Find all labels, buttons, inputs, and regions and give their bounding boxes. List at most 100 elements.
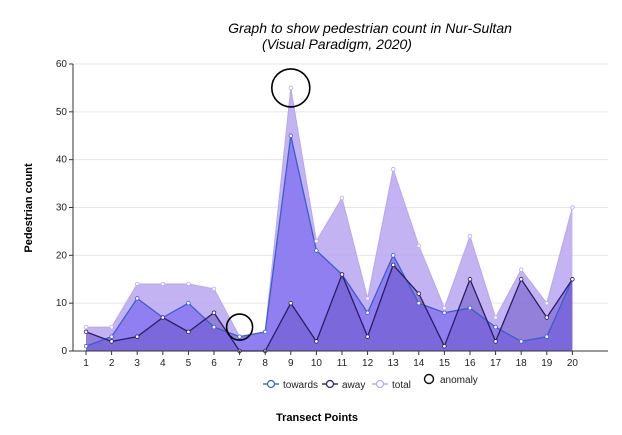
point-towards bbox=[416, 300, 421, 306]
x-axis-label: Transect Points bbox=[276, 412, 358, 424]
point-total bbox=[339, 195, 345, 201]
point-total bbox=[134, 281, 140, 287]
legend-marker-away bbox=[325, 379, 335, 389]
point-total bbox=[83, 324, 89, 330]
point-total bbox=[391, 167, 396, 172]
point-away bbox=[288, 300, 293, 306]
legend-label-away: away bbox=[342, 380, 365, 391]
point-total bbox=[544, 300, 549, 306]
x-tick-label: 6 bbox=[211, 358, 217, 369]
point-total bbox=[467, 233, 473, 239]
y-tick-label: 40 bbox=[56, 155, 68, 166]
x-tick-label: 13 bbox=[388, 358, 400, 369]
point-away bbox=[109, 339, 114, 344]
point-towards bbox=[263, 329, 268, 335]
point-total bbox=[160, 281, 165, 287]
line-towards bbox=[85, 135, 573, 347]
series-lines bbox=[85, 87, 573, 352]
point-total bbox=[365, 296, 370, 301]
x-tick-label: 15 bbox=[439, 358, 451, 369]
anomaly-markers bbox=[225, 68, 311, 341]
x-tick-label: 1 bbox=[83, 358, 89, 369]
point-towards bbox=[288, 133, 293, 138]
point-total bbox=[314, 238, 319, 244]
x-tick-label: 5 bbox=[186, 358, 192, 369]
point-total bbox=[211, 286, 217, 292]
point-away bbox=[83, 329, 89, 335]
y-axis-label: Pedestrian count bbox=[23, 163, 35, 253]
y-tick-label: 50 bbox=[56, 107, 68, 118]
point-towards bbox=[134, 296, 140, 301]
y-tick-label: 0 bbox=[61, 346, 67, 357]
x-tick-label: 19 bbox=[541, 358, 553, 369]
point-away bbox=[416, 291, 421, 296]
point-away bbox=[519, 277, 524, 282]
point-towards bbox=[314, 248, 319, 253]
point-away bbox=[544, 315, 549, 320]
point-away bbox=[493, 339, 498, 344]
point-towards bbox=[211, 324, 217, 330]
x-tick-label: 11 bbox=[337, 358, 348, 369]
point-towards bbox=[186, 300, 191, 306]
point-towards bbox=[493, 324, 498, 330]
line-total bbox=[86, 87, 573, 338]
point-towards bbox=[237, 334, 242, 339]
x-tick-label: 18 bbox=[516, 358, 528, 369]
legend-label-total: total bbox=[392, 380, 411, 391]
point-away bbox=[365, 334, 370, 339]
y-tick-label: 20 bbox=[56, 250, 68, 261]
chart-title: Graph to show pedestrian count in Nur-Su… bbox=[228, 20, 512, 36]
anomaly-marker bbox=[270, 68, 311, 108]
point-away bbox=[314, 339, 319, 344]
point-towards bbox=[109, 334, 114, 339]
point-total bbox=[416, 243, 421, 248]
point-away bbox=[211, 310, 217, 315]
legend: towards away total anomaly bbox=[263, 373, 478, 391]
x-tick-label: 10 bbox=[311, 358, 323, 369]
y-tick-label: 30 bbox=[56, 203, 68, 214]
legend-marker-total bbox=[375, 379, 385, 389]
point-total bbox=[109, 324, 114, 330]
x-tick-label: 9 bbox=[288, 358, 294, 369]
point-away bbox=[134, 334, 140, 339]
y-tick-label: 60 bbox=[56, 59, 68, 70]
point-towards bbox=[391, 253, 396, 258]
x-tick-label: 4 bbox=[160, 358, 166, 369]
x-tick-label: 3 bbox=[134, 358, 140, 369]
x-tick-label: 16 bbox=[464, 358, 476, 369]
x-tick-label: 2 bbox=[109, 358, 115, 369]
point-total bbox=[570, 205, 575, 210]
point-away bbox=[186, 329, 191, 335]
point-towards bbox=[519, 339, 524, 344]
point-towards bbox=[365, 310, 370, 315]
point-total bbox=[442, 305, 447, 311]
point-away bbox=[570, 277, 575, 282]
anomaly-marker bbox=[225, 313, 254, 341]
point-total bbox=[186, 281, 191, 287]
point-towards bbox=[442, 310, 447, 315]
x-tick-label: 14 bbox=[413, 358, 425, 369]
data-points bbox=[83, 85, 575, 354]
line-away bbox=[85, 263, 573, 352]
point-towards bbox=[544, 334, 549, 339]
point-towards bbox=[83, 344, 89, 349]
point-total bbox=[493, 315, 498, 320]
legend-marker-towards bbox=[266, 379, 276, 389]
legend-symbol-anomaly bbox=[423, 373, 435, 385]
x-tick-label: 17 bbox=[490, 358, 502, 369]
point-away bbox=[339, 272, 345, 277]
point-total bbox=[519, 267, 524, 272]
x-tick-label: 8 bbox=[262, 358, 268, 369]
point-away bbox=[467, 277, 473, 282]
x-tick-label: 7 bbox=[237, 358, 243, 369]
legend-label-towards: towards bbox=[283, 380, 318, 391]
point-total bbox=[288, 85, 293, 91]
x-tick-label: 20 bbox=[567, 358, 579, 369]
point-away bbox=[391, 262, 396, 268]
point-away bbox=[160, 315, 165, 320]
y-tick-label: 10 bbox=[56, 298, 68, 309]
legend-label-anomaly: anomaly bbox=[440, 375, 478, 386]
point-towards bbox=[467, 305, 473, 311]
